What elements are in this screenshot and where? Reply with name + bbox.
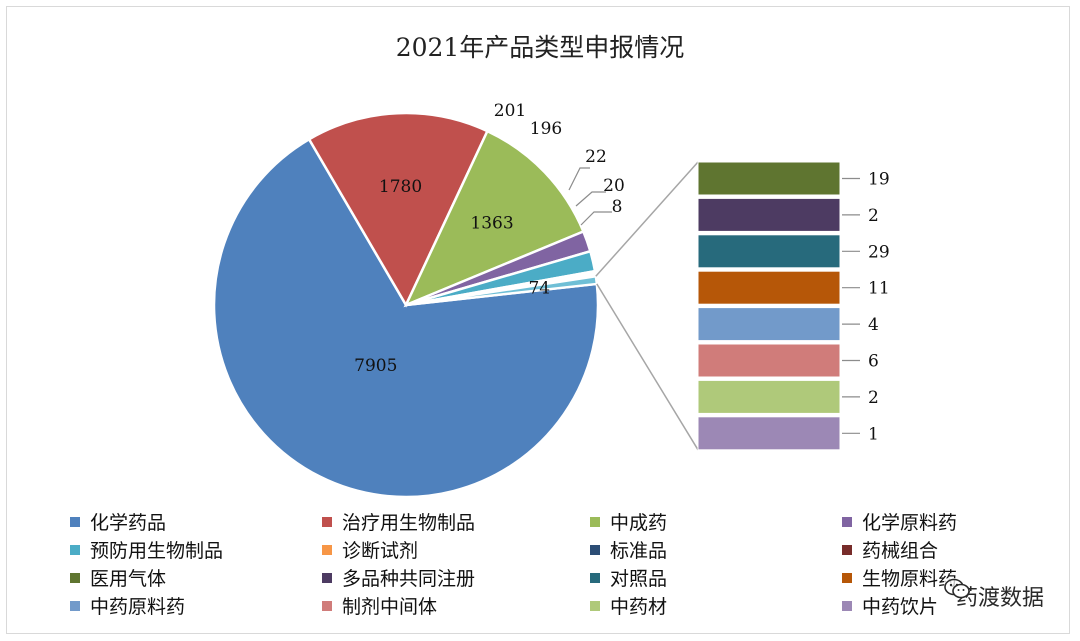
bar-label-4: 4 bbox=[868, 315, 879, 335]
legend-label: 化学原料药 bbox=[862, 512, 958, 534]
legend-label: 中药材 bbox=[610, 596, 668, 618]
bar-label-1: 2 bbox=[868, 206, 879, 226]
watermark: 药渡数据 bbox=[943, 578, 1050, 614]
legend-item: 药械组合 bbox=[842, 536, 938, 563]
bar-segment-6 bbox=[697, 379, 841, 414]
pie-label-1: 1780 bbox=[379, 177, 422, 197]
legend-item: 化学药品 bbox=[70, 508, 166, 535]
pie-label-2: 1363 bbox=[470, 214, 513, 234]
leader-line-5 bbox=[568, 167, 590, 191]
legend-swatch bbox=[322, 572, 332, 583]
bar-label-7: 1 bbox=[868, 424, 879, 444]
bar-segment-7 bbox=[697, 416, 841, 451]
legend-label: 生物原料药 bbox=[862, 568, 958, 590]
legend-swatch bbox=[842, 600, 852, 611]
legend-item: 中药饮片 bbox=[842, 592, 938, 619]
legend-label: 医用气体 bbox=[90, 568, 167, 590]
legend-swatch bbox=[70, 600, 80, 611]
legend-label: 中成药 bbox=[610, 512, 668, 534]
watermark-text: 药渡数据 bbox=[955, 586, 1044, 611]
legend-swatch bbox=[322, 516, 332, 527]
bar-segment-4 bbox=[697, 307, 841, 342]
legend-swatch bbox=[842, 572, 852, 583]
pie-label-6: 20 bbox=[603, 176, 625, 196]
pie-label-7: 8 bbox=[612, 197, 623, 217]
legend-item: 多品种共同注册 bbox=[322, 564, 475, 591]
connector-bottom bbox=[596, 283, 699, 451]
pie-slice-0 bbox=[212, 137, 600, 499]
chart-title: 2021年产品类型申报情况 bbox=[395, 33, 685, 62]
legend-item: 中成药 bbox=[590, 508, 667, 535]
legend-swatch bbox=[70, 544, 80, 555]
legend-swatch bbox=[590, 572, 600, 583]
legend-swatch bbox=[590, 544, 600, 555]
legend-item: 医用气体 bbox=[70, 564, 166, 591]
legend-item: 中药材 bbox=[590, 592, 667, 619]
legend-swatch bbox=[842, 516, 852, 527]
connector-top bbox=[595, 161, 699, 277]
pie-label-0: 7905 bbox=[354, 356, 397, 376]
bar-segment-5 bbox=[697, 343, 841, 378]
pie-label-8: 74 bbox=[528, 279, 550, 299]
legend-label: 中药原料药 bbox=[90, 596, 186, 618]
pie-label-5: 22 bbox=[585, 147, 607, 167]
legend-label: 治疗用生物制品 bbox=[342, 512, 476, 534]
leader-line-7 bbox=[580, 211, 612, 226]
bar-segment-1 bbox=[697, 197, 841, 232]
bar-segment-2 bbox=[697, 234, 841, 269]
legend-label: 对照品 bbox=[610, 568, 668, 590]
legend-item: 诊断试剂 bbox=[322, 536, 418, 563]
legend-label: 制剂中间体 bbox=[342, 596, 438, 618]
legend-item: 对照品 bbox=[590, 564, 667, 591]
legend-swatch bbox=[322, 600, 332, 611]
legend-item: 预防用生物制品 bbox=[70, 536, 223, 563]
bar-label-0: 19 bbox=[868, 170, 890, 190]
legend-label: 预防用生物制品 bbox=[90, 540, 224, 562]
legend-swatch bbox=[70, 516, 80, 527]
legend-item: 生物原料药 bbox=[842, 564, 957, 591]
bar-label-5: 6 bbox=[868, 352, 879, 372]
pie-label-4: 196 bbox=[530, 119, 562, 139]
legend-item: 制剂中间体 bbox=[322, 592, 437, 619]
pie-slice-1 bbox=[307, 111, 490, 308]
leader-line-6 bbox=[575, 191, 606, 207]
legend-label: 多品种共同注册 bbox=[342, 568, 476, 590]
legend-item: 标准品 bbox=[590, 536, 667, 563]
legend-item: 中药原料药 bbox=[70, 592, 185, 619]
pie-label-3: 201 bbox=[494, 101, 526, 121]
legend-item: 化学原料药 bbox=[842, 508, 957, 535]
legend-label: 诊断试剂 bbox=[342, 540, 419, 562]
bar-label-2: 29 bbox=[868, 242, 890, 262]
bar-segment-0 bbox=[697, 161, 841, 196]
legend-item: 治疗用生物制品 bbox=[322, 508, 475, 535]
legend-swatch bbox=[590, 516, 600, 527]
pie-slice-2 bbox=[403, 129, 586, 308]
bar-segment-3 bbox=[697, 270, 841, 305]
legend-label: 中药饮片 bbox=[862, 596, 939, 618]
bar-label-6: 2 bbox=[868, 388, 879, 408]
legend-swatch bbox=[842, 544, 852, 555]
bar-label-3: 11 bbox=[868, 279, 890, 299]
legend-label: 化学药品 bbox=[90, 512, 167, 534]
legend-swatch bbox=[322, 544, 332, 555]
legend-swatch bbox=[70, 572, 80, 583]
legend-swatch bbox=[590, 600, 600, 611]
legend-label: 药械组合 bbox=[862, 540, 939, 562]
legend-label: 标准品 bbox=[610, 540, 668, 562]
